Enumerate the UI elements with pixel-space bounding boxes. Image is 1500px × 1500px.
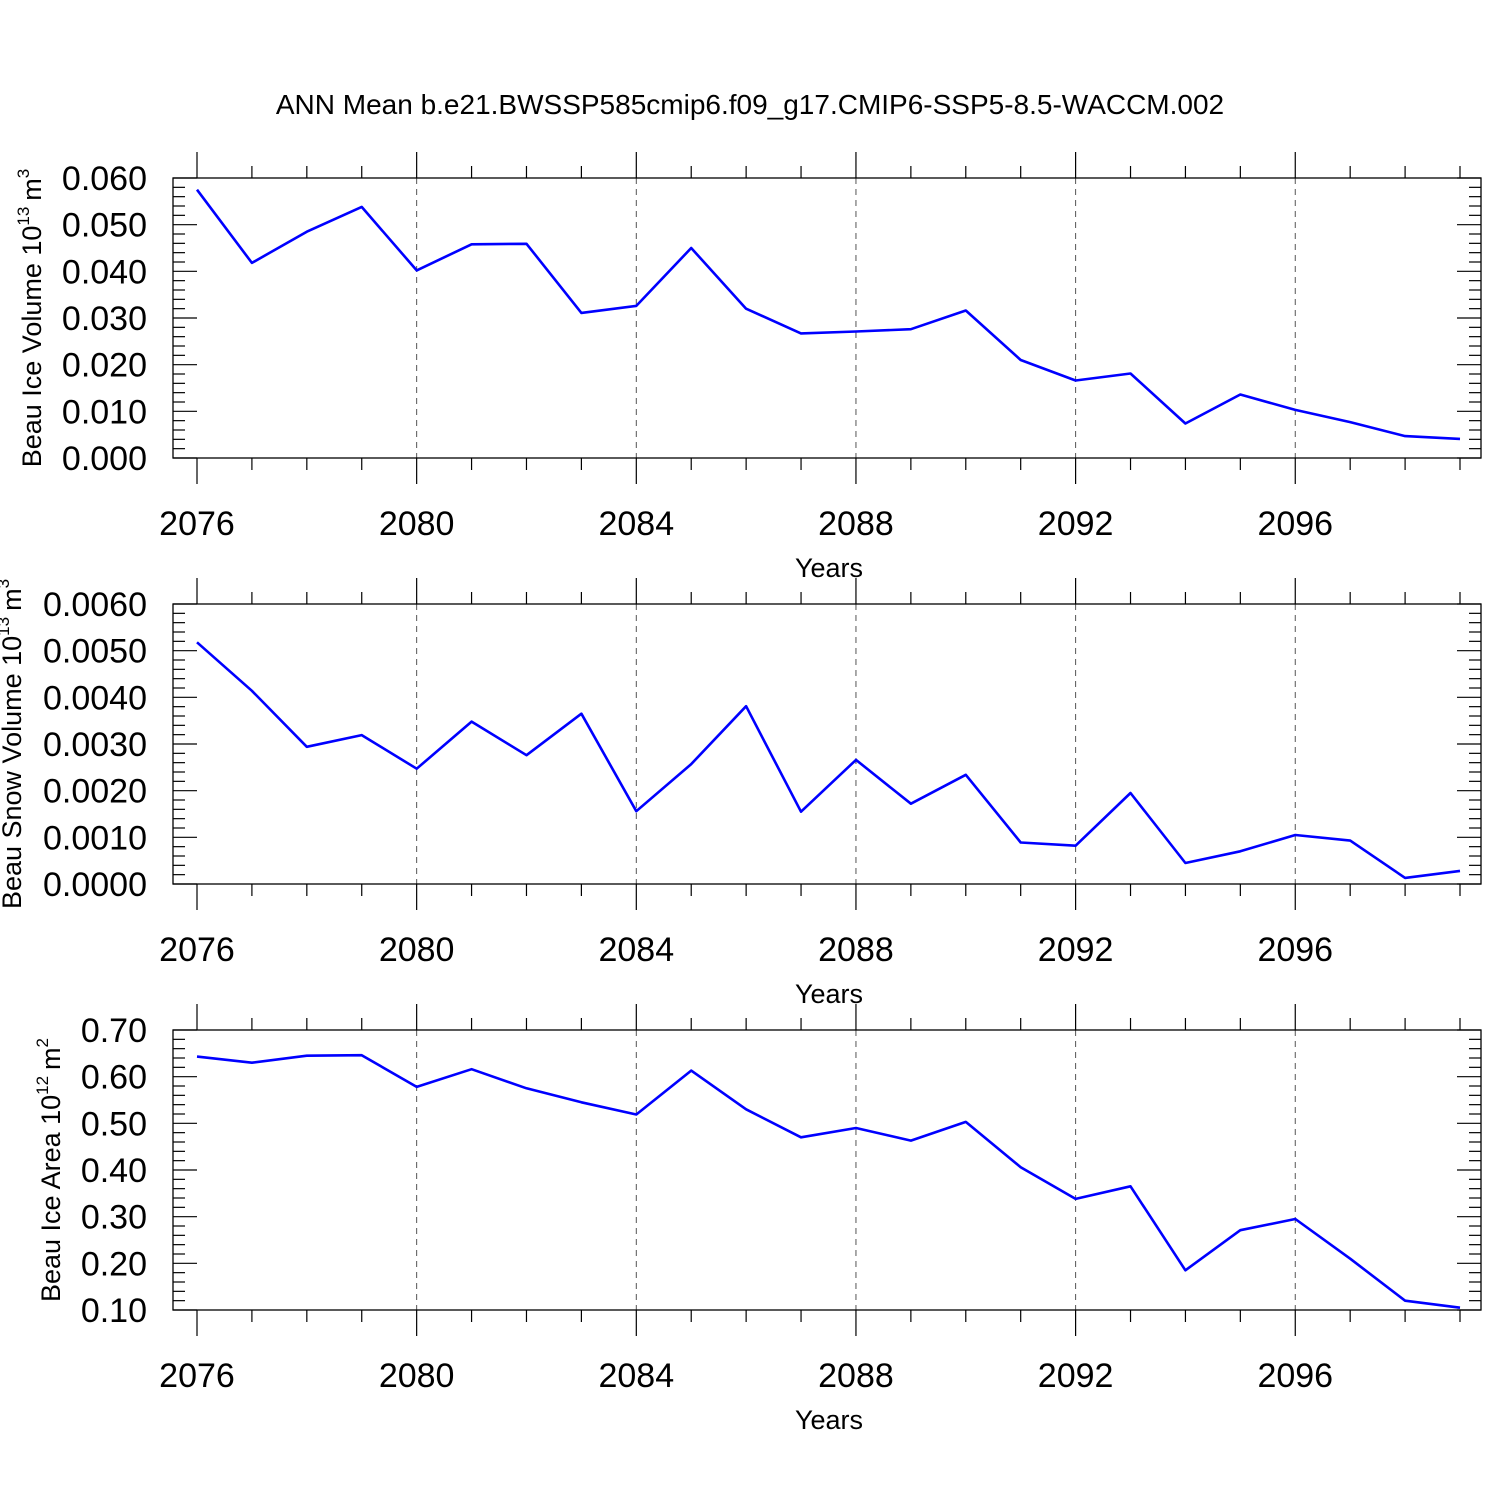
- x-tick-label: 2080: [379, 1357, 455, 1395]
- y-tick-label: 0.050: [62, 207, 147, 245]
- y-axis-label-text: Beau Ice Volume 10: [17, 226, 47, 468]
- y-axis-label-exponent: 13: [0, 617, 13, 636]
- y-tick-label: 0.000: [62, 440, 147, 478]
- figure-title: ANN Mean b.e21.BWSSP585cmip6.f09_g17.CMI…: [276, 89, 1224, 120]
- x-axis-label: Years: [795, 979, 863, 1009]
- plot-frame: [172, 1029, 1482, 1311]
- series-line: [196, 1053, 1461, 1309]
- x-axis-label: Years: [795, 553, 863, 583]
- y-axis-label: Beau Snow Volume 1013 m3: [0, 579, 27, 909]
- x-tick-label: 2092: [1038, 1357, 1114, 1395]
- x-tick-label: 2084: [598, 505, 674, 543]
- chart-panel-1: 2076 2080 2084 2088 2092 2096 0.000 0.010 0.020 0…: [14, 152, 1482, 583]
- y-axis-label-unit-exponent: 2: [33, 1038, 52, 1047]
- y-tick-label: 0.20: [81, 1245, 147, 1283]
- x-tick-label: 2076: [159, 931, 235, 969]
- y-tick-label: 0.70: [81, 1012, 147, 1050]
- y-axis-label-text: Beau Ice Area 10: [36, 1095, 66, 1302]
- series-line: [195, 188, 1461, 441]
- x-tick-label: 2076: [159, 1357, 235, 1395]
- y-tick-label: 0.0000: [43, 866, 147, 904]
- y-axis-label-unit: m: [0, 588, 27, 611]
- y-tick-label: 0.50: [81, 1105, 147, 1143]
- x-tick-label: 2096: [1257, 505, 1333, 543]
- plot-frame: [172, 177, 1482, 459]
- y-tick-label: 0.020: [62, 347, 147, 385]
- y-tick-label: 0.40: [81, 1152, 147, 1190]
- y-axis-label-exponent: 13: [14, 207, 33, 226]
- x-tick-label: 2088: [818, 1357, 894, 1395]
- y-axis-label: Beau Ice Area 1012 m2: [33, 1038, 66, 1302]
- y-tick-label: 0.0020: [43, 773, 147, 811]
- x-tick-label: 2096: [1257, 1357, 1333, 1395]
- y-tick-label: 0.040: [62, 253, 147, 291]
- chart-panel-2: 2076 2080 2084 2088 2092 2096 0.0000 0.0010 0.00…: [0, 578, 1482, 1009]
- y-tick-label: 0.010: [62, 393, 147, 431]
- y-tick-label: 0.0060: [43, 586, 147, 624]
- y-tick-label: 0.0050: [43, 633, 147, 671]
- chart-panel-3: 2076 2080 2084 2088 2092 2096 0.10 0.20 0.30 0.40…: [33, 1004, 1482, 1435]
- y-tick-label: 0.0030: [43, 726, 147, 764]
- plot-frame: [172, 603, 1482, 885]
- x-tick-label: 2084: [598, 1357, 674, 1395]
- y-axis-label-exponent: 12: [33, 1076, 52, 1095]
- series-line: [196, 641, 1461, 880]
- x-tick-label: 2088: [818, 931, 894, 969]
- x-tick-label: 2076: [159, 505, 235, 543]
- y-axis-label-unit: m: [36, 1047, 66, 1070]
- x-tick-label: 2096: [1257, 931, 1333, 969]
- y-tick-label: 0.030: [62, 300, 147, 338]
- y-axis-label-unit: m: [17, 178, 47, 201]
- y-tick-label: 0.060: [62, 160, 147, 198]
- x-tick-label: 2088: [818, 505, 894, 543]
- x-tick-label: 2084: [598, 931, 674, 969]
- x-tick-label: 2080: [379, 505, 455, 543]
- y-tick-label: 0.30: [81, 1199, 147, 1237]
- y-axis-label-unit-exponent: 3: [14, 169, 33, 178]
- y-axis-label: Beau Ice Volume 1013 m3: [14, 169, 47, 468]
- y-tick-label: 0.0010: [43, 819, 147, 857]
- y-tick-label: 0.10: [81, 1292, 147, 1330]
- x-tick-label: 2080: [379, 931, 455, 969]
- x-tick-label: 2092: [1038, 505, 1114, 543]
- chart-panels: 2076 2080 2084 2088 2092 2096 0.000 0.010 0.020 0…: [0, 152, 1482, 1435]
- y-tick-label: 0.60: [81, 1059, 147, 1097]
- x-tick-label: 2092: [1038, 931, 1114, 969]
- y-axis-label-text: Beau Snow Volume 10: [0, 636, 27, 909]
- x-axis-label: Years: [795, 1405, 863, 1435]
- y-tick-label: 0.0040: [43, 679, 147, 717]
- y-axis-label-unit-exponent: 3: [0, 579, 13, 588]
